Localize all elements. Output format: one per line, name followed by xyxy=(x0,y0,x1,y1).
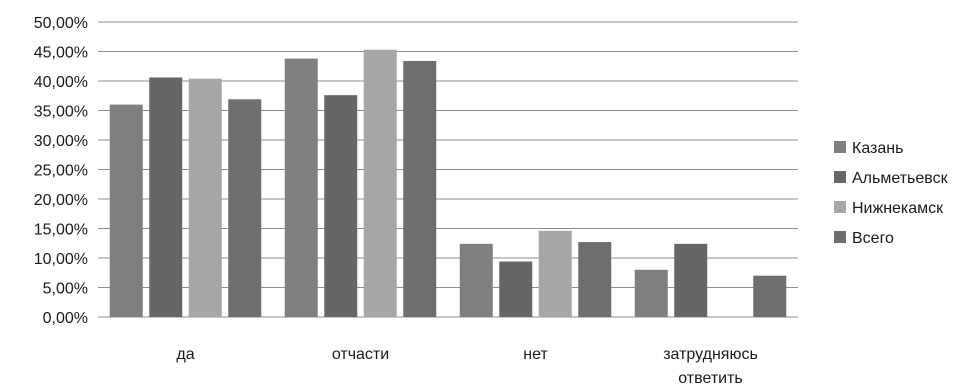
x-category-label: затрудняюсь ответить xyxy=(663,346,758,385)
x-category-label-line: отчасти xyxy=(332,346,389,363)
x-category-label-line: затрудняюсь xyxy=(663,346,758,363)
legend-label: Альметьевск xyxy=(852,170,949,187)
y-tick-label: 5,00% xyxy=(43,281,88,298)
legend-label: Казань xyxy=(852,140,903,157)
legend-swatch xyxy=(834,201,846,213)
y-tick-label: 45,00% xyxy=(34,45,88,62)
bar xyxy=(674,243,708,317)
bar xyxy=(284,58,318,317)
bar xyxy=(578,242,612,317)
bar xyxy=(228,99,262,317)
x-category-label-line: ответить xyxy=(678,370,743,385)
legend: Казань Альметьевск Нижнекамск Всего xyxy=(834,140,949,247)
x-category-label: да xyxy=(176,346,194,363)
bar xyxy=(109,104,143,317)
y-tick-label: 0,00% xyxy=(43,310,88,327)
bar xyxy=(188,78,222,317)
x-category-label: отчасти xyxy=(332,346,389,363)
x-category-label: нет xyxy=(523,346,548,363)
x-category-label-line: нет xyxy=(523,346,548,363)
bar xyxy=(753,275,787,317)
y-tick-label: 25,00% xyxy=(34,163,88,180)
y-tick-label: 50,00% xyxy=(34,15,88,32)
y-tick-label: 35,00% xyxy=(34,104,88,121)
bar xyxy=(324,95,358,317)
x-category-label-line: да xyxy=(176,346,194,363)
bar xyxy=(538,230,572,317)
y-axis-tick-labels: 0,00% 5,00% 10,00% 15,00% 20,00% 25,00% 30,00%… xyxy=(34,15,88,327)
legend-label: Нижнекамск xyxy=(852,200,944,217)
y-tick-label: 20,00% xyxy=(34,192,88,209)
bars xyxy=(109,49,787,318)
bar xyxy=(634,269,668,317)
legend-swatch xyxy=(834,141,846,153)
legend-swatch xyxy=(834,171,846,183)
bar xyxy=(149,77,183,318)
y-tick-label: 30,00% xyxy=(34,133,88,150)
bar xyxy=(363,49,397,317)
bar xyxy=(403,60,437,317)
legend-label: Всего xyxy=(852,230,894,247)
y-tick-label: 15,00% xyxy=(34,222,88,239)
bar xyxy=(459,243,493,317)
y-tick-label: 40,00% xyxy=(34,74,88,91)
bar xyxy=(499,261,533,317)
x-axis-category-labels: да отчасти нет затрудняюсь ответить xyxy=(176,346,757,385)
legend-swatch xyxy=(834,231,846,243)
y-tick-label: 10,00% xyxy=(34,251,88,268)
